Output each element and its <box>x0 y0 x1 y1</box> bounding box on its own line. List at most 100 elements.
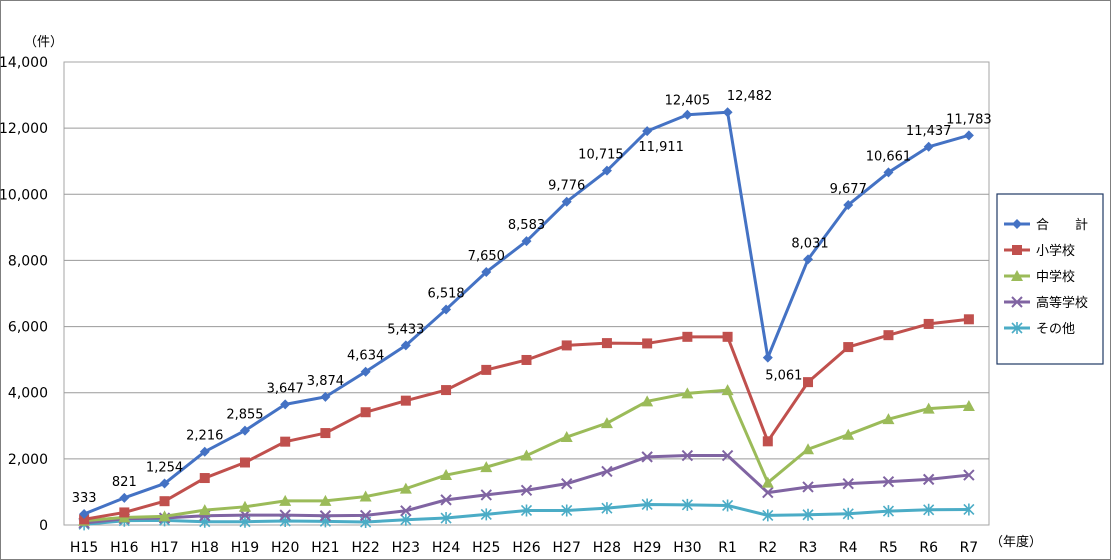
data-point <box>521 354 532 365</box>
data-point <box>963 469 975 481</box>
data-point <box>842 507 854 520</box>
data-point <box>159 496 170 507</box>
data-point <box>922 473 935 486</box>
data-label: 2,216 <box>186 429 223 444</box>
data-point <box>319 494 332 506</box>
data-label: 10,715 <box>578 148 624 163</box>
data-point <box>561 196 572 207</box>
data-label: 9,776 <box>548 179 585 194</box>
data-point <box>119 507 130 518</box>
x-tick-label: H15 <box>70 540 98 556</box>
x-axis-unit: （年度） <box>990 534 1042 550</box>
series-0 <box>79 107 974 519</box>
data-point <box>923 141 934 152</box>
legend-marker <box>1012 219 1022 229</box>
data-point <box>962 399 975 411</box>
legend-label: 合 計 <box>1036 217 1088 233</box>
data-point <box>359 509 372 522</box>
data-point <box>199 446 210 457</box>
data-point <box>721 384 734 396</box>
data-point <box>882 475 895 488</box>
data-label: 11,911 <box>638 140 684 155</box>
data-label: 8,583 <box>508 218 545 233</box>
data-point <box>883 330 894 341</box>
data-point <box>802 443 815 455</box>
data-point <box>642 338 653 349</box>
series-1 <box>79 314 974 525</box>
data-point <box>762 436 773 447</box>
legend-item: その他 <box>1004 322 1075 337</box>
data-point <box>882 413 895 425</box>
x-tick-label: H23 <box>392 540 420 556</box>
data-point <box>400 340 411 351</box>
data-point <box>802 481 814 493</box>
legend-label: 中学校 <box>1036 269 1075 285</box>
data-point <box>922 402 935 414</box>
x-tick-label: R4 <box>839 540 858 556</box>
data-point <box>480 508 492 521</box>
legend-marker <box>1011 296 1023 308</box>
x-tick-label: H25 <box>472 540 500 556</box>
y-tick-label: 10,000 <box>0 187 48 203</box>
data-point <box>843 199 854 210</box>
data-point <box>440 494 452 506</box>
x-tick-label: H16 <box>110 540 138 556</box>
data-label: 1,254 <box>146 461 183 476</box>
data-point <box>561 477 573 490</box>
data-point <box>803 254 814 265</box>
data-point <box>681 449 694 462</box>
y-axis-ticks: 0 2,000 4,000 6,000 8,000 10,000 12,000 14,000 <box>0 55 48 534</box>
data-point <box>400 505 412 517</box>
data-point <box>359 490 372 502</box>
data-point <box>79 514 90 525</box>
data-point <box>239 425 250 436</box>
data-point <box>399 482 412 494</box>
x-tick-label: H27 <box>553 540 581 556</box>
data-point <box>280 436 291 447</box>
data-point <box>601 465 613 478</box>
data-point <box>561 340 572 351</box>
data-point <box>520 449 533 461</box>
data-point <box>239 457 250 468</box>
data-label: 7,650 <box>468 249 505 264</box>
legend-item: 小学校 <box>1004 243 1075 259</box>
legend-label: 小学校 <box>1036 243 1075 259</box>
series-2 <box>78 384 975 526</box>
x-tick-label: R2 <box>758 540 777 556</box>
data-point <box>882 505 895 518</box>
x-tick-label: R6 <box>919 540 938 556</box>
data-point <box>923 503 935 516</box>
data-point <box>842 428 855 440</box>
data-point <box>521 236 532 247</box>
data-point <box>440 469 453 481</box>
data-point <box>601 165 612 176</box>
data-point <box>601 502 613 515</box>
data-point <box>320 428 331 439</box>
legend-item: 高等学校 <box>1004 295 1088 311</box>
data-point <box>119 492 130 503</box>
data-point <box>721 449 734 462</box>
data-label: 12,482 <box>727 89 773 104</box>
legend-marker <box>1011 322 1023 334</box>
y-axis-unit: （件） <box>24 35 63 50</box>
data-point <box>641 451 653 463</box>
data-point <box>199 473 210 484</box>
data-point <box>803 377 814 388</box>
y-tick-label: 4,000 <box>8 386 48 402</box>
data-label: 5,061 <box>765 369 802 384</box>
x-tick-label: H20 <box>271 540 299 556</box>
y-tick-label: 12,000 <box>0 121 48 137</box>
data-point <box>520 504 533 517</box>
legend-item: 中学校 <box>1004 269 1075 285</box>
plot-area <box>63 61 990 526</box>
data-point <box>198 504 211 516</box>
data-point <box>681 498 693 511</box>
data-label: 9,677 <box>830 182 867 197</box>
x-axis-ticks: H15 H16 H17 H18 H19 H20 H21 H22 H23 H24 H25 H26 H27 H… <box>70 540 978 556</box>
data-point <box>400 513 412 526</box>
y-tick-label: 8,000 <box>8 253 48 269</box>
data-label: 3,647 <box>267 381 304 396</box>
data-label: 821 <box>112 475 137 490</box>
data-point <box>681 387 694 399</box>
